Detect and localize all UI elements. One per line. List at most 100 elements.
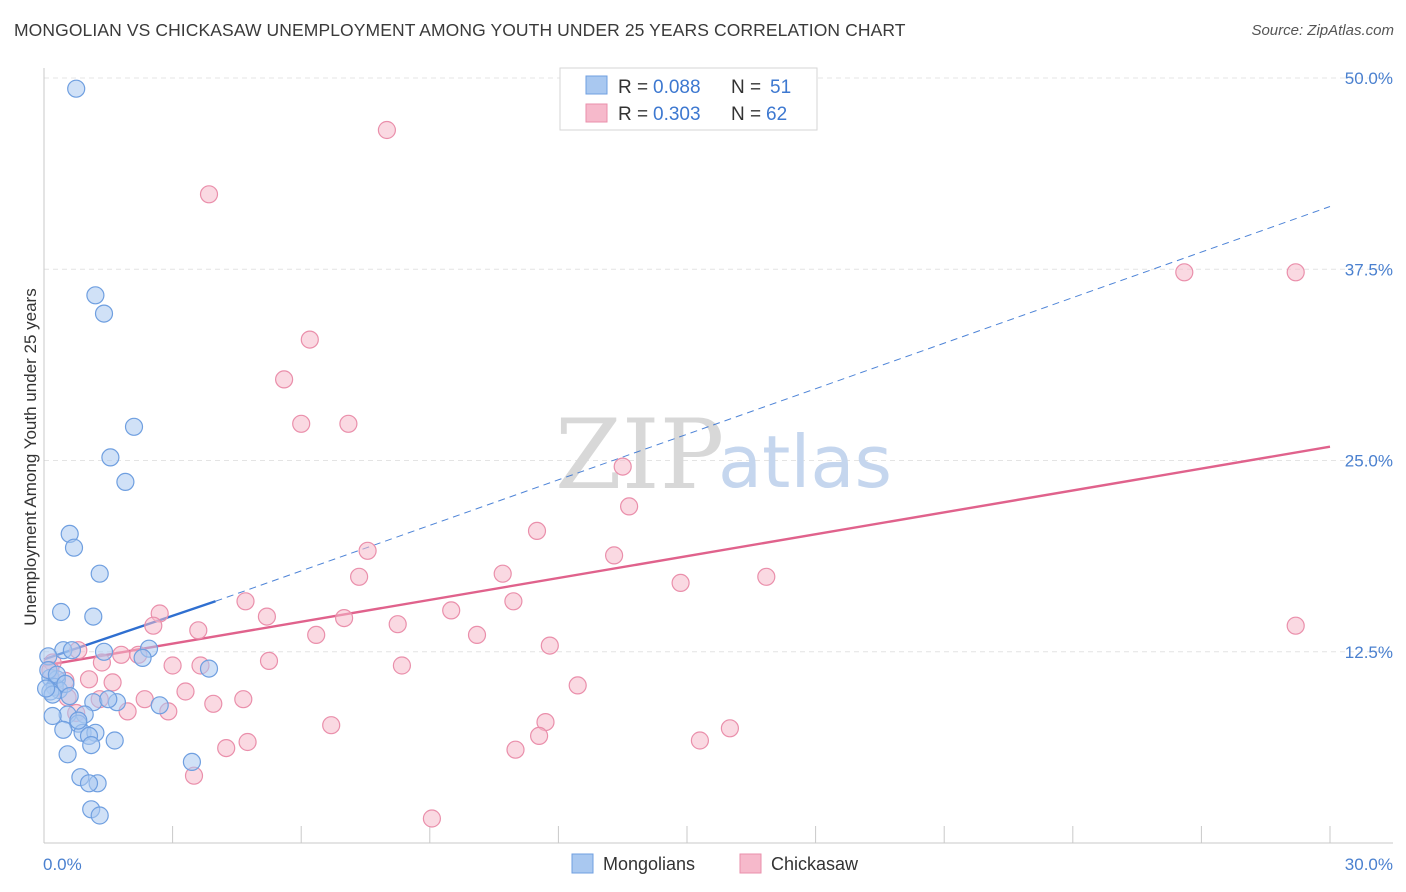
chickasaw-point-57	[690, 731, 710, 750]
chickasaw-point-25	[189, 621, 208, 640]
chickasaw-point-44	[176, 682, 195, 701]
watermark-zip: ZIP	[555, 399, 724, 511]
mongolian-point-4	[101, 448, 120, 467]
chickasaw-point-0	[377, 120, 396, 140]
mongolian-point-26	[150, 696, 169, 715]
chickasaw-point-11	[358, 541, 377, 560]
chickasaw-point-1	[199, 185, 219, 204]
mongolian-point-36	[82, 735, 101, 755]
chickasaw-point-58	[238, 732, 257, 752]
chickasaw-point-36	[163, 656, 182, 675]
bottom-legend-swatch-mongolians	[571, 853, 594, 874]
watermark-atlas: atlas	[718, 420, 892, 504]
legend-r-label-chickasaw: R =	[618, 104, 648, 125]
mongolian-point-12	[62, 641, 82, 660]
mongolian-point-29	[43, 706, 62, 726]
chickasaw-point-31	[112, 645, 131, 664]
mongolian-point-1	[86, 286, 105, 305]
mongolian-point-23	[199, 659, 219, 678]
chickasaw-point-5	[275, 370, 294, 389]
chickasaw-point-46	[234, 690, 253, 709]
chickasaw-point-9	[619, 497, 639, 516]
legend-swatch-mongolians	[585, 75, 608, 95]
mongolian-point-8	[90, 564, 109, 583]
source-credit: Source: ZipAtlas.com	[1251, 22, 1394, 39]
chickasaw-point-12	[604, 546, 624, 565]
mongolian-point-7	[64, 538, 84, 557]
mongolian-trend-line-dashed-1	[215, 206, 1331, 602]
chickasaw-point-18	[236, 592, 255, 611]
chickasaw-point-27	[307, 625, 326, 645]
chickasaw-point-8	[613, 457, 632, 476]
chickasaw-point-14	[350, 567, 369, 586]
x-tick-label-max: 30.0%	[1345, 855, 1393, 874]
mongolian-point-37	[58, 745, 77, 764]
y-tick-label-2: 37.5%	[1345, 260, 1393, 279]
data-points	[36, 79, 1305, 828]
chickasaw-point-54	[720, 719, 740, 738]
chickasaw-point-13	[493, 564, 512, 583]
y-tick-label-3: 50.0%	[1345, 69, 1393, 88]
bottom-legend-label-chickasaw: Chickasaw	[771, 854, 859, 874]
chickasaw-point-21	[335, 608, 354, 628]
legend-n-label-chickasaw: N =	[731, 104, 761, 125]
legend-n-label-mongolians: N =	[731, 77, 761, 98]
chickasaw-point-24	[388, 615, 407, 634]
chickasaw-point-23	[144, 616, 163, 635]
legend-r-value-mongolians: 0.088	[653, 77, 701, 98]
chickasaw-point-59	[217, 738, 236, 758]
mongolian-point-35	[105, 731, 124, 750]
legend-r-value-chickasaw: 0.303	[653, 104, 701, 125]
chickasaw-point-26	[467, 625, 487, 645]
gridlines	[44, 77, 1393, 653]
chickasaw-point-19	[442, 601, 461, 620]
y-tick-label-0: 12.5%	[1345, 643, 1393, 662]
chickasaw-point-4	[300, 330, 319, 349]
mongolian-point-9	[51, 602, 71, 622]
chickasaw-point-34	[259, 651, 279, 671]
chickasaw-point-15	[671, 573, 690, 593]
chickasaw-trend-line-solid-2	[43, 445, 1331, 667]
chickasaw-point-3	[1286, 263, 1305, 282]
chickasaw-point-10	[527, 521, 547, 541]
chickasaw-point-49	[204, 694, 223, 713]
mongolian-point-14	[94, 642, 114, 661]
mongolian-point-49	[99, 690, 118, 709]
mongolian-point-44	[36, 679, 56, 698]
chickasaw-point-42	[103, 673, 122, 692]
y-tick-labels: 12.5% 25.0% 37.5% 50.0%	[1345, 69, 1393, 662]
chickasaw-point-7	[339, 414, 358, 433]
chickasaw-point-37	[392, 656, 411, 675]
chickasaw-point-40	[79, 670, 99, 689]
legend: R = 0.088 N = 51 R = 0.303 N = 62	[559, 67, 818, 131]
chickasaw-point-56	[529, 726, 549, 746]
legend-n-value-chickasaw: 62	[766, 104, 787, 125]
mongolian-point-31	[54, 720, 73, 739]
chart-title: MONGOLIAN VS CHICKASAW UNEMPLOYMENT AMON…	[14, 20, 906, 40]
watermark: ZIP atlas	[555, 399, 892, 511]
bottom-legend-label-mongolians: Mongolians	[603, 854, 695, 874]
y-tick-label-1: 25.0%	[1345, 452, 1393, 471]
mongolian-point-2	[94, 304, 114, 323]
mongolian-point-43	[90, 806, 109, 825]
chickasaw-point-43	[568, 676, 587, 695]
chickasaw-point-16	[757, 567, 776, 586]
mongolian-point-10	[84, 607, 103, 626]
chickasaw-point-29	[540, 636, 559, 655]
chickasaw-point-6	[292, 414, 311, 433]
chickasaw-point-17	[504, 592, 523, 611]
legend-r-label-mongolians: R =	[618, 77, 648, 98]
chickasaw-point-62	[422, 809, 441, 828]
mongolian-point-3	[124, 417, 144, 436]
legend-n-value-mongolians: 51	[770, 77, 791, 98]
bottom-legend: Mongolians Chickasaw	[571, 853, 859, 874]
mongolian-point-0	[67, 79, 86, 98]
mongolian-point-15	[133, 648, 152, 668]
mongolian-point-50	[69, 711, 88, 730]
mongolian-point-48	[60, 686, 79, 706]
chickasaw-point-55	[322, 716, 341, 735]
mongolian-point-41	[79, 774, 99, 793]
chickasaw-point-2	[1175, 263, 1194, 282]
mongolian-point-38	[182, 752, 201, 772]
